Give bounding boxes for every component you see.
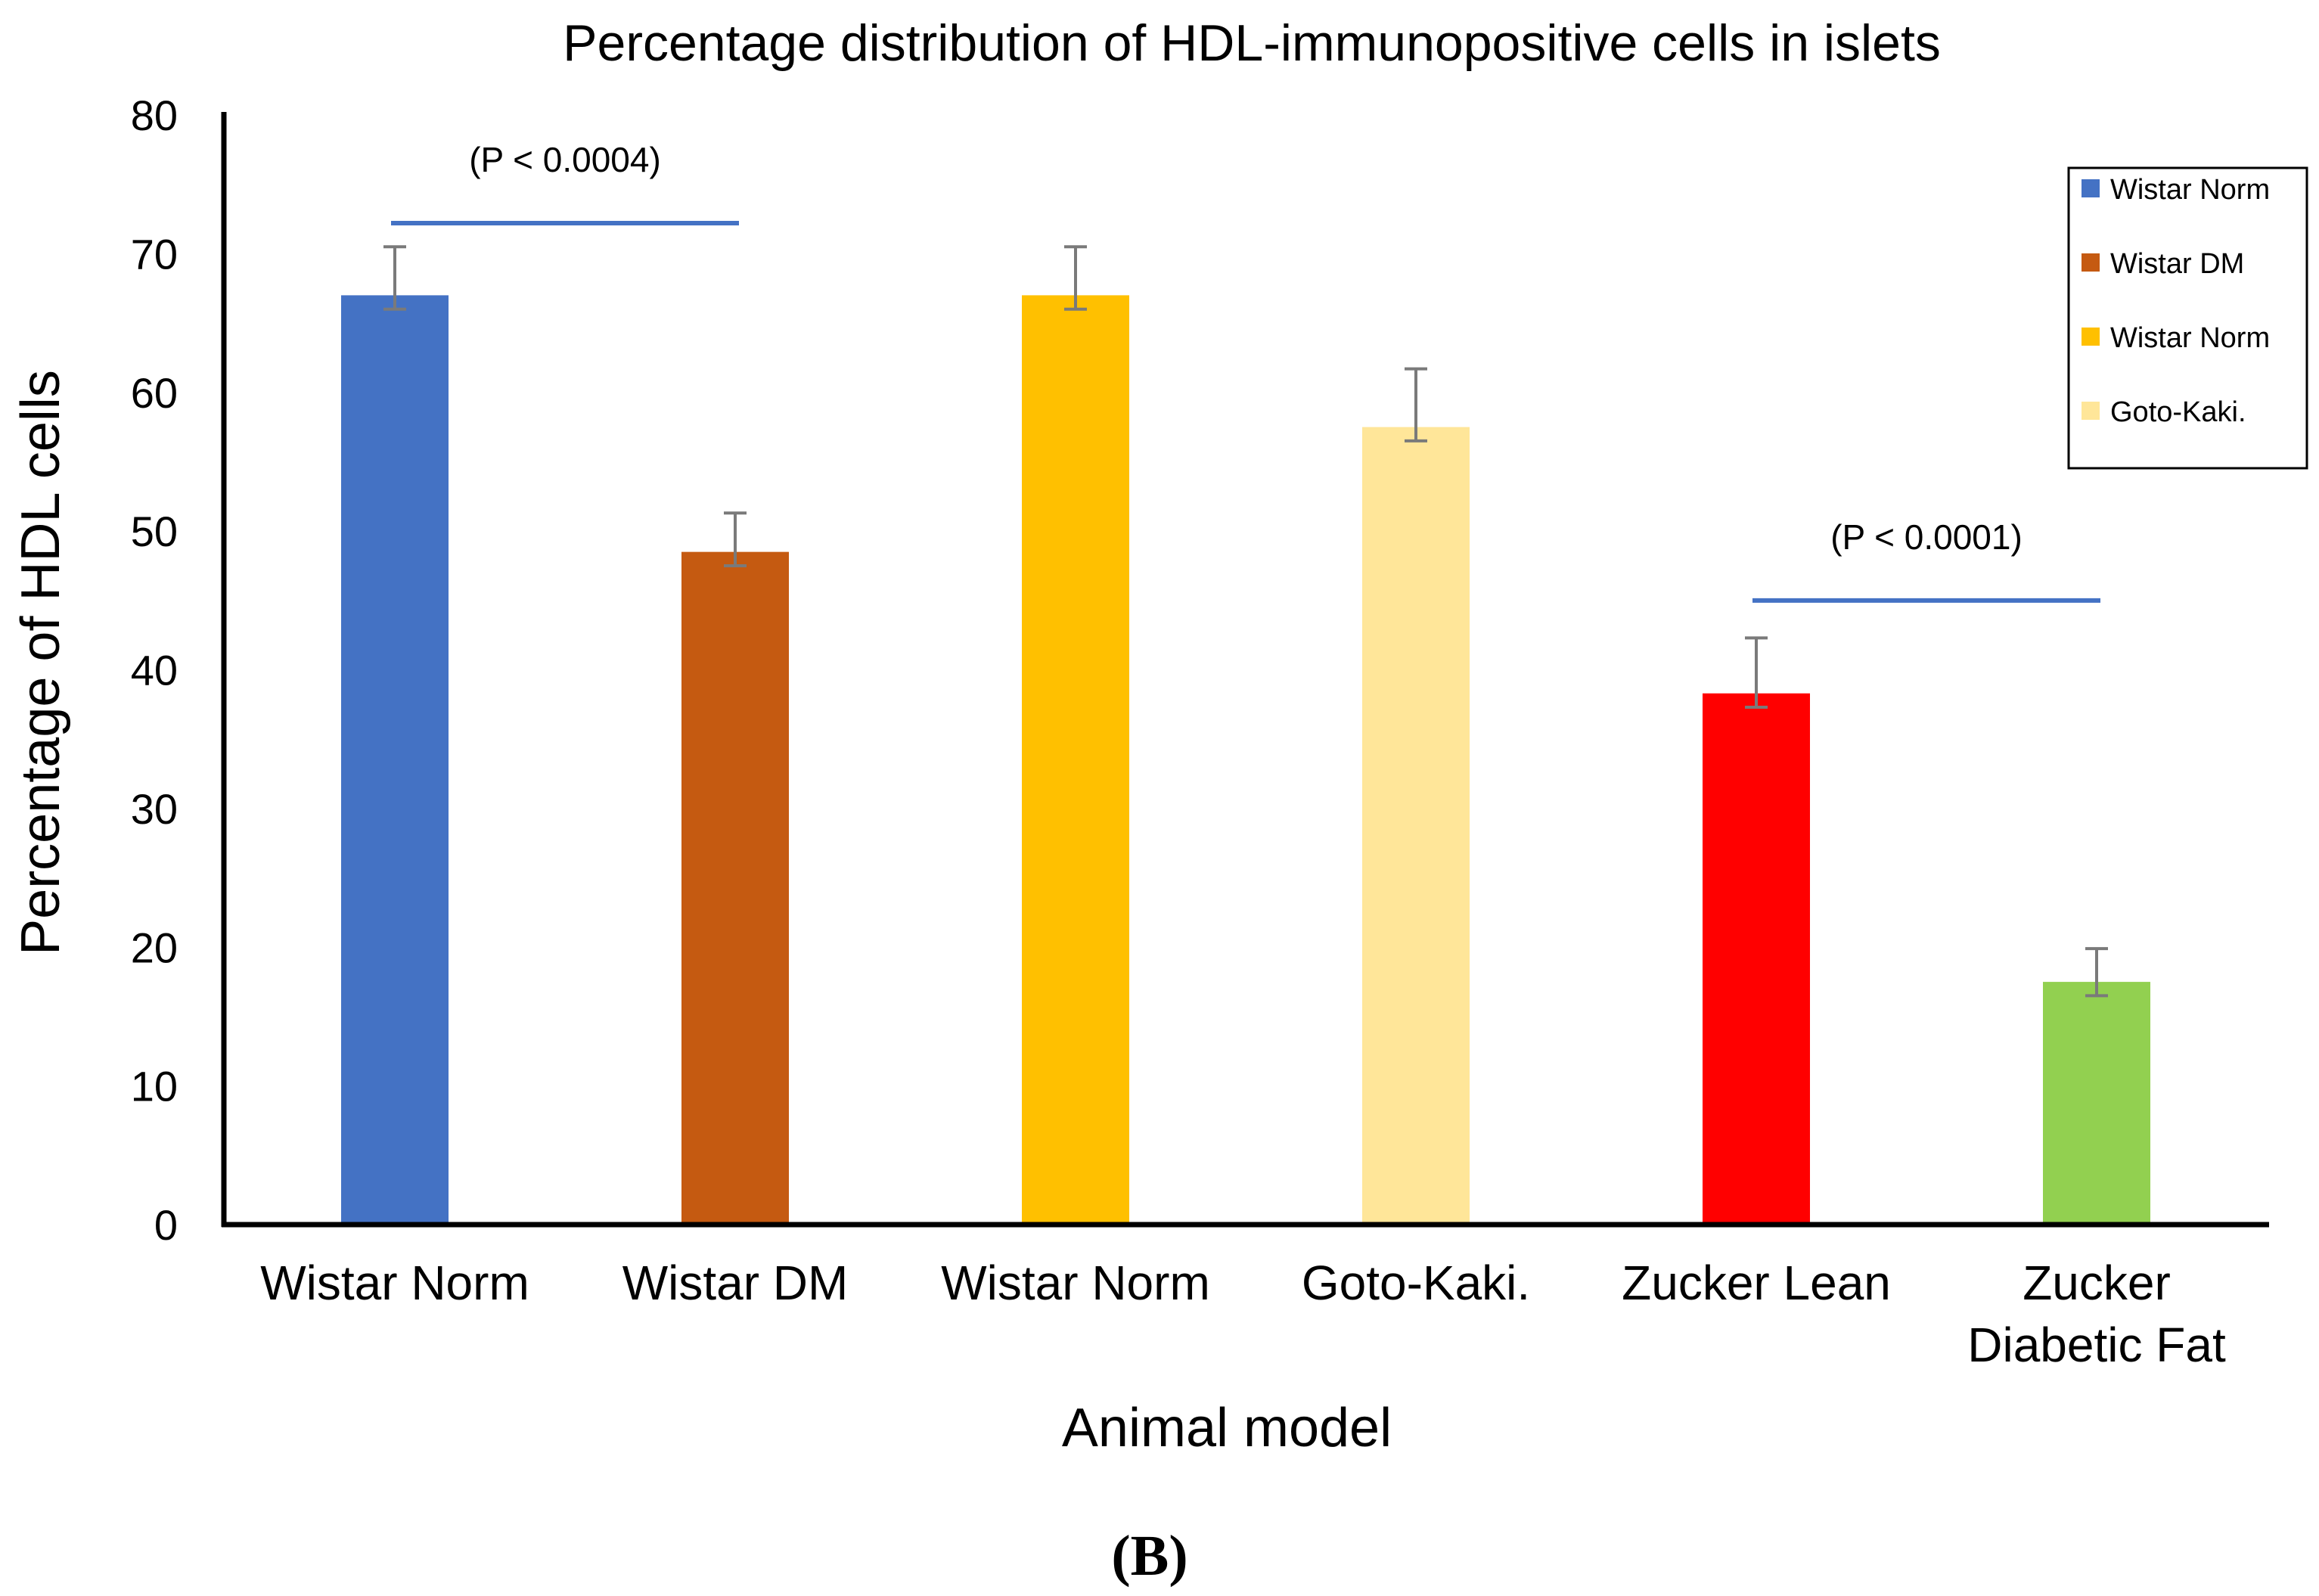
legend-swatch <box>2082 328 2100 346</box>
error-bar <box>724 511 747 567</box>
legend-entries: Wistar Norm Wistar DM Wistar Norm Goto-Kak… <box>2082 174 2270 428</box>
x-category-label: Wistar Norm <box>941 1256 1210 1310</box>
y-tick-label: 40 <box>131 647 178 694</box>
p-value-label: (P < 0.0004) <box>469 140 661 179</box>
bar <box>1362 427 1470 1225</box>
error-bar <box>1064 245 1087 311</box>
y-tick-label: 30 <box>131 785 178 833</box>
x-category-label: Zucker Lean <box>1622 1256 1891 1310</box>
bars-layer <box>341 295 2150 1225</box>
error-bar <box>1405 367 1427 442</box>
y-axis-label: Percentage of HDL cells <box>11 370 71 955</box>
x-category-label: Wistar Norm <box>260 1256 529 1310</box>
bar <box>681 551 789 1225</box>
legend-swatch <box>2082 253 2100 272</box>
bar <box>341 295 449 1225</box>
significance-annotations: (P < 0.0004) (P < 0.0001) <box>391 140 2100 603</box>
y-tick-label: 70 <box>131 230 178 278</box>
legend-label: Wistar DM <box>2110 248 2244 280</box>
x-category-label: Wistar DM <box>622 1256 849 1310</box>
legend-label: Wistar Norm <box>2110 174 2270 206</box>
p-value-label: (P < 0.0001) <box>1830 517 2023 557</box>
x-category-label: Diabetic Fat <box>1967 1318 2226 1372</box>
bar <box>1703 693 1810 1225</box>
x-category-labels: Wistar Norm Wistar DM Wistar Norm Goto-Kaki… <box>260 1256 2226 1372</box>
panel-label: (B) <box>1111 1524 1187 1588</box>
legend-box <box>2067 166 2308 470</box>
legend-label: Wistar Norm <box>2110 322 2270 354</box>
y-tick-label: 20 <box>131 924 178 971</box>
y-tick-label: 80 <box>131 92 178 139</box>
error-bars-layer <box>383 245 2108 998</box>
y-tick-labels: 0 10 20 30 40 50 60 70 80 <box>131 92 178 1249</box>
error-bar <box>1745 636 1768 710</box>
error-bar <box>2085 947 2108 998</box>
legend-swatch <box>2082 179 2100 197</box>
bar <box>2043 982 2150 1225</box>
x-axis-label: Animal model <box>1062 1398 1392 1458</box>
legend-swatch <box>2082 402 2100 420</box>
error-bar <box>383 245 406 311</box>
legend-label: Goto-Kaki. <box>2110 396 2246 428</box>
y-tick-label: 0 <box>154 1201 178 1249</box>
y-tick-label: 60 <box>131 369 178 417</box>
x-category-label: Zucker <box>2023 1256 2171 1310</box>
bar <box>1022 295 1129 1225</box>
x-category-label: Goto-Kaki. <box>1302 1256 1530 1310</box>
y-tick-label: 50 <box>131 508 178 555</box>
legend: Wistar Norm Wistar DM Wistar Norm Goto-Kak… <box>2067 166 2308 470</box>
chart-title: Percentage distribution of HDL-immunopos… <box>563 14 1941 72</box>
y-tick-label: 10 <box>131 1063 178 1110</box>
